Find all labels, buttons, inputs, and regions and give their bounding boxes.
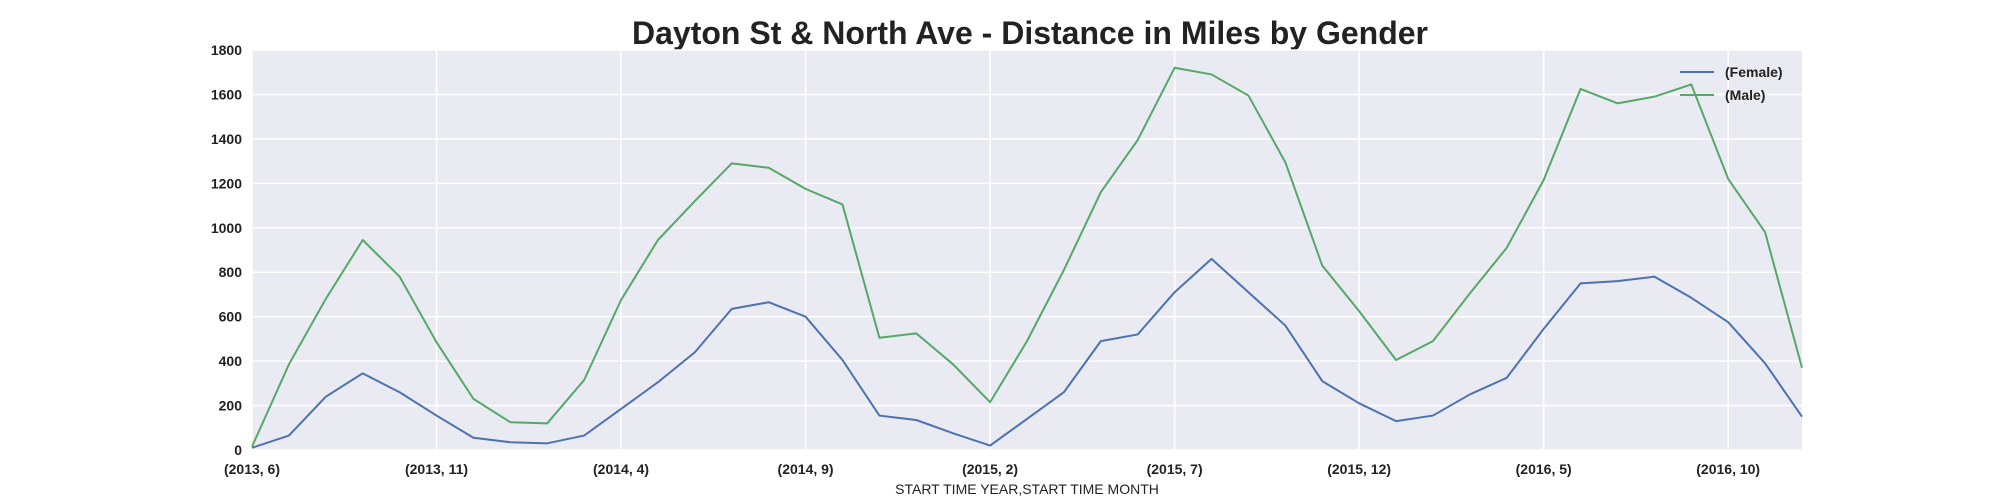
y-tick-label: 1000 xyxy=(211,220,242,236)
x-axis-ticks: (2013, 6) (2013, 11) (2014, 4) (2014, 9) (20… xyxy=(224,461,1760,477)
y-tick-label: 200 xyxy=(219,398,243,414)
x-tick-label: (2013, 6) xyxy=(224,461,280,477)
x-tick-label: (2016, 10) xyxy=(1696,461,1760,477)
y-tick-label: 1600 xyxy=(211,86,242,102)
grid-lines xyxy=(251,49,1802,451)
y-tick-label: 600 xyxy=(219,309,243,325)
x-axis-label: START TIME YEAR,START TIME MONTH xyxy=(895,481,1159,497)
x-tick-label: (2015, 12) xyxy=(1327,461,1391,477)
legend-label-female: (Female) xyxy=(1725,64,1783,80)
y-tick-label: 0 xyxy=(234,442,242,458)
series-line-male xyxy=(251,66,1803,448)
legend: (Female) (Male) xyxy=(1680,64,1783,103)
plot-background xyxy=(252,50,1802,450)
x-tick-label: (2015, 7) xyxy=(1147,461,1203,477)
y-tick-label: 400 xyxy=(219,353,243,369)
y-tick-label: 1800 xyxy=(211,42,242,58)
x-tick-label: (2014, 9) xyxy=(778,461,834,477)
y-tick-label: 1200 xyxy=(211,175,242,191)
chart-title: Dayton St & North Ave - Distance in Mile… xyxy=(632,15,1428,51)
y-tick-label: 1400 xyxy=(211,131,242,147)
y-axis-ticks: 0 200 400 600 800 1000 1200 1400 1600 1800 xyxy=(211,42,242,458)
series-lines xyxy=(251,66,1803,449)
series-line-female xyxy=(251,257,1803,449)
y-tick-label: 800 xyxy=(219,264,243,280)
legend-label-male: (Male) xyxy=(1725,87,1765,103)
x-tick-label: (2013, 11) xyxy=(405,461,468,477)
x-tick-label: (2016, 5) xyxy=(1516,461,1572,477)
x-tick-label: (2014, 4) xyxy=(593,461,649,477)
x-tick-label: (2015, 2) xyxy=(962,461,1018,477)
